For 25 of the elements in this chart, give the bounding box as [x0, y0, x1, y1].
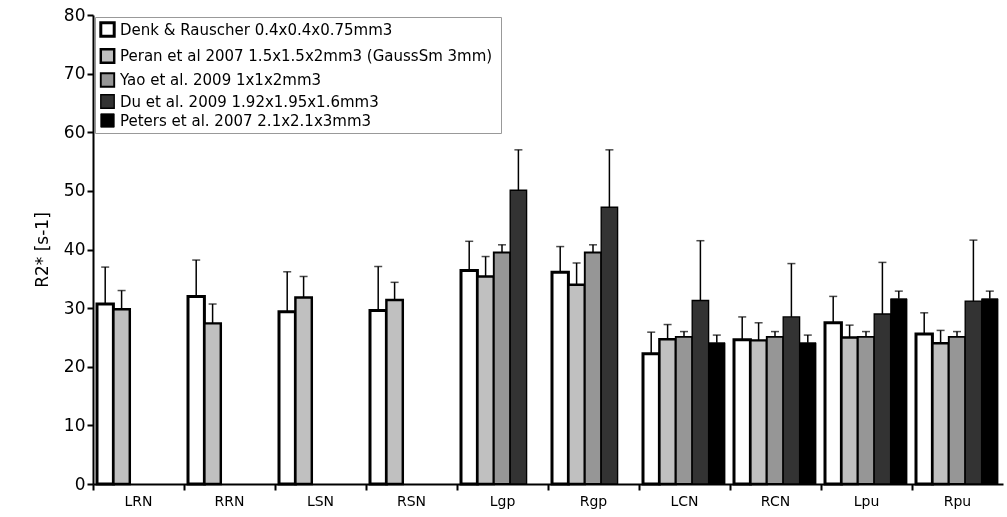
- y-tick-label: 0: [74, 473, 86, 494]
- x-tick-label: RRN: [214, 492, 245, 509]
- x-tick-label: Rgp: [579, 492, 608, 509]
- x-tick-label: RSN: [396, 492, 427, 509]
- y-tick-label: 10: [63, 414, 86, 435]
- x-tick-label: RCN: [760, 492, 791, 509]
- y-tick-label: 50: [63, 180, 86, 201]
- legend-label: Denk & Rauscher 0.4x0.4x0.75mm3: [120, 20, 393, 39]
- legend-label: Yao et al. 2009 1x1x2mm3: [119, 71, 322, 89]
- y-tick-label: 40: [63, 239, 86, 259]
- x-tick-label: Lgp: [489, 492, 516, 509]
- x-tick-label: LCN: [670, 492, 699, 509]
- y-tick-label: 30: [63, 297, 86, 318]
- y-tick-label: 60: [63, 121, 86, 142]
- legend-label: Peran et al 2007 1.5x1.5x2mm3 (GaussSm 3mm): [120, 47, 493, 65]
- x-tick-label: Rpu: [943, 492, 972, 509]
- x-tick-label: Lpu: [853, 492, 880, 509]
- x-tick-label: LRN: [124, 492, 153, 509]
- legend-label: Peters et al. 2007 2.1x2.1x3mm3: [120, 111, 372, 130]
- x-tick-label: LSN: [306, 492, 335, 509]
- y-tick-label: 80: [63, 4, 86, 25]
- y-tick-label: 20: [63, 356, 86, 377]
- y-tick-label: 70: [63, 63, 86, 84]
- y-axis-title: R2* [s-1]: [31, 212, 52, 288]
- legend-label: Du et al. 2009 1.92x1.95x1.6mm3: [120, 92, 379, 111]
